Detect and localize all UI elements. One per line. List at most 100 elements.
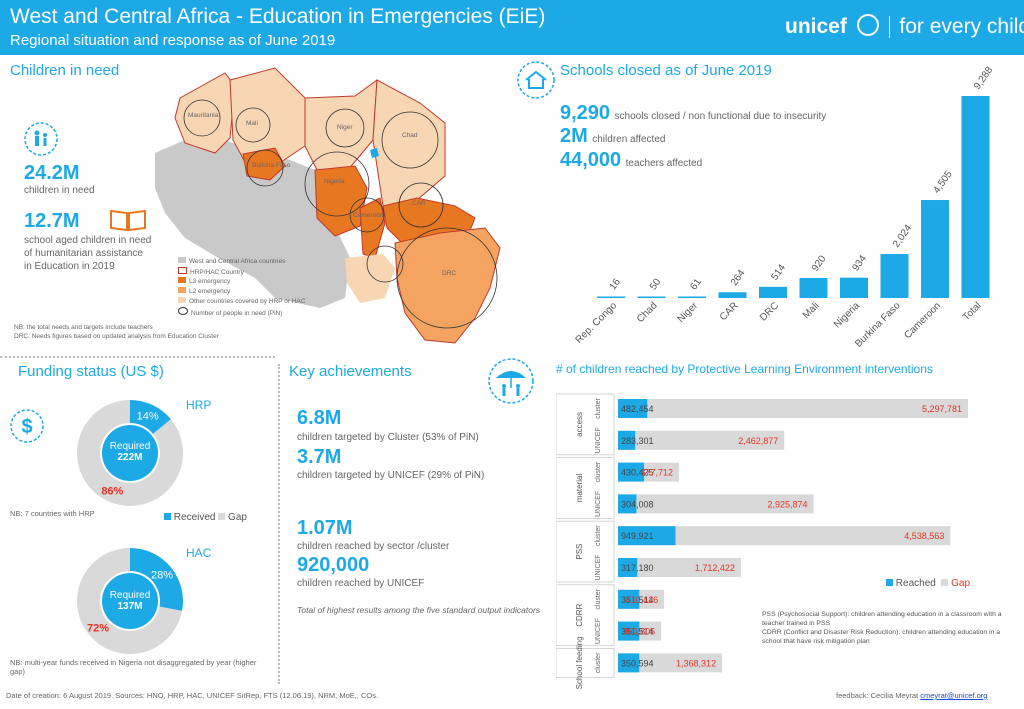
legend-gap-label: Gap xyxy=(228,512,247,523)
category-label: CAR xyxy=(718,300,741,323)
hrp-title: HRP xyxy=(186,398,212,412)
footer-email-link[interactable]: cmeyrat@unicef.org xyxy=(920,691,988,700)
donut-slice xyxy=(130,548,183,611)
map-legend-item: L2 emergency xyxy=(178,287,306,297)
map-note: NB: the total needs and targets include … xyxy=(14,324,219,340)
map-legend-swatch xyxy=(178,277,186,283)
unicef-emblem-icon xyxy=(856,14,879,36)
bar-value-label: 9,288 xyxy=(972,65,996,92)
reached-bar xyxy=(618,462,645,482)
group-frame xyxy=(556,647,615,678)
bar xyxy=(921,200,949,298)
reached-label: 317,180 xyxy=(621,563,654,573)
hac-title: HAC xyxy=(186,546,212,560)
map-legend-item: Other countries covered by HRP or HAC xyxy=(178,297,306,307)
bar xyxy=(597,296,625,298)
gap-label: 1,368,312 xyxy=(676,658,716,668)
hac-center: Required 137M xyxy=(105,590,155,612)
map-label-nigeria: Nigeria xyxy=(324,178,345,185)
bar-value-label: 2,024 xyxy=(891,223,915,250)
school-icon xyxy=(517,61,555,99)
children-icon xyxy=(24,122,58,156)
achievement-1-label: children targeted by Cluster (53% of PiN… xyxy=(297,432,479,443)
reached-label: 482,454 xyxy=(621,404,654,414)
hrp-center: Required 222M xyxy=(105,441,155,463)
bar-value-label: 4,505 xyxy=(931,169,955,196)
gap-bar xyxy=(618,430,785,450)
region-map xyxy=(155,67,501,344)
teachers-affected-stat: 44,000 teachers affected xyxy=(560,149,702,172)
school-aged-value: 12.7M xyxy=(24,210,80,232)
gap-label: 410,426 xyxy=(626,595,659,605)
row-type-label: UNICEF xyxy=(595,554,602,580)
reached-bar xyxy=(618,621,640,641)
children-affected-value: 2M xyxy=(560,125,588,147)
children-in-need-heading: Children in need xyxy=(10,62,120,79)
bar-value-label: 934 xyxy=(850,253,869,273)
ple-legend: Reached Gap xyxy=(886,578,970,589)
logo-tagline: for every child xyxy=(899,15,1024,38)
bar-value-label: 16 xyxy=(607,276,623,292)
map-legend-label: Other countries covered by HRP or HAC xyxy=(189,298,306,305)
bar xyxy=(678,296,706,298)
reached-bar xyxy=(618,526,676,546)
reached-bar xyxy=(618,558,638,577)
umbrella-children-icon xyxy=(488,358,534,404)
schools-closed-label: schools closed / non functional due to i… xyxy=(614,111,827,122)
bar xyxy=(961,96,990,298)
map-label-drc: DRC xyxy=(442,270,457,277)
section-divider xyxy=(278,364,280,684)
donut-slice xyxy=(77,400,183,506)
hrp-note: NB: 7 countries with HRP xyxy=(10,509,95,518)
bar xyxy=(880,253,909,298)
donut-slice-label: 72% xyxy=(87,622,109,634)
donut-center xyxy=(102,425,158,481)
map-legend-swatch xyxy=(178,287,186,293)
map-label-niger: Niger xyxy=(337,124,353,131)
row-type-label: UNICEF xyxy=(595,491,602,517)
reached-bar xyxy=(618,494,637,514)
hac-center-label: Required xyxy=(109,590,151,601)
bar-value-label: 514 xyxy=(769,262,788,282)
map-legend-label: L2 emergency xyxy=(189,288,231,295)
category-label: Niger xyxy=(675,300,700,325)
map-label-burkina-faso: Burkina Faso xyxy=(252,162,291,169)
map-legend-item: L3 emergency xyxy=(178,277,306,287)
reached-label: 304,008 xyxy=(621,499,654,509)
ple-heading: # of children reached by Protective Lear… xyxy=(556,362,933,376)
category-label: Rep. Congo xyxy=(574,300,620,346)
bar xyxy=(799,277,828,298)
children-affected-stat: 2M children affected xyxy=(560,125,665,148)
legend-received-swatch xyxy=(164,513,171,520)
row-type-label: cluster xyxy=(595,461,602,482)
gap-bar xyxy=(618,399,968,418)
gap-label: 577,712 xyxy=(640,468,673,478)
achievements-note: Total of highest results among the five … xyxy=(297,605,541,615)
bar xyxy=(840,277,868,298)
group-label: School feeding xyxy=(575,636,584,689)
row-type-label: UNICEF xyxy=(595,618,602,644)
category-label: Mali xyxy=(801,300,822,321)
reached-label: 351,514 xyxy=(621,595,654,605)
page-title: West and Central Africa - Education in E… xyxy=(10,5,546,28)
legend-received-label: Received xyxy=(173,512,216,523)
gap-label: 360,805 xyxy=(623,627,656,637)
ple-legend-reached-label: Reached xyxy=(895,578,936,589)
bar-value-label: 264 xyxy=(729,268,748,288)
svg-text:$: $ xyxy=(21,416,32,438)
bar-value-label: 50 xyxy=(648,276,664,292)
school-aged-label: school aged children in need of humanita… xyxy=(24,235,152,272)
donut-slice-label: 86% xyxy=(101,486,123,498)
gap-bar xyxy=(618,558,741,577)
bar xyxy=(718,292,747,298)
children-affected-label: children affected xyxy=(592,134,666,145)
map-legend-swatch xyxy=(178,297,186,303)
ple-legend-reached-swatch xyxy=(886,579,893,586)
book-icon xyxy=(110,209,146,232)
reached-label: 283,301 xyxy=(621,436,654,446)
reached-label: 430,425 xyxy=(621,468,654,478)
header-banner xyxy=(0,0,1024,55)
gap-bar xyxy=(618,494,814,514)
footer-feedback: feedback: Cecilia Meyrat cmeyrat@unicef.… xyxy=(836,691,987,700)
hrp-center-value: 222M xyxy=(117,452,143,463)
